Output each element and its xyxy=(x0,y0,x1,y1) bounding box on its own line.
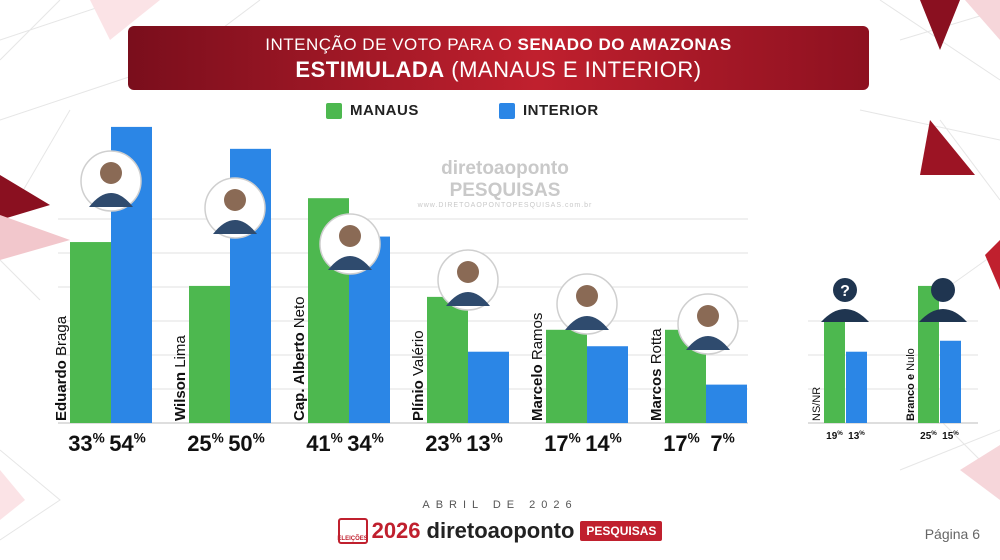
category-label-plinio-valerio: Plínio Valério xyxy=(410,330,427,421)
chart-title-line2: ESTIMULADA (MANAUS E INTERIOR) xyxy=(128,57,869,83)
value-label-manaus-eduardo-braga: 33% xyxy=(68,431,105,456)
candidate-photo-head-cap-alberto-neto xyxy=(339,225,361,247)
value-label-manaus-marcelo-ramos: 17% xyxy=(544,431,581,456)
value-label-manaus-wilson-lima: 25% xyxy=(187,431,224,456)
subtitle-rest: (MANAUS E INTERIOR) xyxy=(451,57,702,82)
subtitle-bold: ESTIMULADA xyxy=(295,57,445,82)
question-person-icon-head xyxy=(833,278,857,302)
badge-text: ELEIÇÕES xyxy=(337,536,368,542)
chart-title-banner: INTENÇÃO DE VOTO PARA O SENADO DO AMAZON… xyxy=(128,26,869,90)
bar-manaus-eduardo-braga xyxy=(70,242,111,423)
person-silhouette-icon xyxy=(919,309,967,322)
category-label-ns-nr: NS/NR xyxy=(811,387,823,421)
question-person-icon xyxy=(821,309,869,322)
bar-manaus-marcelo-ramos xyxy=(546,329,587,423)
footer-year: 2026 xyxy=(371,518,421,543)
candidate-photo-head-plinio-valerio xyxy=(457,261,479,283)
candidate-photo-head-marcelo-ramos xyxy=(576,285,598,307)
footer-logo: ELEIÇÕES 2026 diretoaoponto PESQUISAS xyxy=(337,516,663,546)
bar-interior-ns-nr xyxy=(846,351,867,423)
candidate-photo-icon-marcelo-ramos xyxy=(565,316,609,330)
person-silhouette-icon-head xyxy=(931,278,955,302)
legend-item-manaus: MANAUS xyxy=(326,102,419,119)
chart-title-line1: INTENÇÃO DE VOTO PARA O SENADO DO AMAZON… xyxy=(128,35,869,55)
category-label-eduardo-braga: Eduardo Braga xyxy=(53,315,70,421)
bar-manaus-ns-nr xyxy=(824,318,845,423)
candidate-photo-icon-cap-alberto-neto xyxy=(328,256,372,270)
watermark-url: www.DIRETOAOPONTOPESQUISAS.com.br xyxy=(417,202,593,209)
value-label-interior-plinio-valerio: 13% xyxy=(466,431,503,456)
value-label-interior-marcelo-ramos: 14% xyxy=(585,431,622,456)
title-prefix: INTENÇÃO DE VOTO PARA O xyxy=(265,35,513,54)
candidate-photo-icon-marcos-rotta xyxy=(686,336,730,350)
category-label-branco-e-nulo: Branco e Nulo xyxy=(905,348,917,421)
candidate-photo-icon-plinio-valerio xyxy=(446,292,490,306)
value-label-interior-ns-nr: 13% xyxy=(848,430,865,442)
watermark: diretoaoponto PESQUISAS www.DIRETOAOPONT… xyxy=(395,158,615,209)
chart-legend: MANAUS INTERIOR xyxy=(0,102,1000,122)
value-label-interior-cap-alberto-neto: 34% xyxy=(347,431,384,456)
candidate-photo-head-eduardo-braga xyxy=(100,162,122,184)
candidate-photo-icon-eduardo-braga xyxy=(89,193,133,207)
bar-manaus-wilson-lima xyxy=(189,285,230,423)
bar-manaus-plinio-valerio xyxy=(427,296,468,423)
value-label-manaus-plinio-valerio: 23% xyxy=(425,431,462,456)
value-label-interior-branco-e-nulo: 15% xyxy=(942,430,959,442)
value-label-manaus-ns-nr: 19% xyxy=(826,430,843,442)
value-label-manaus-cap-alberto-neto: 41% xyxy=(306,431,343,456)
footer-tag: PESQUISAS xyxy=(580,521,663,541)
category-label-cap-alberto-neto: Cap. Alberto Neto xyxy=(291,297,308,421)
value-label-manaus-marcos-rotta: 17% xyxy=(663,431,700,456)
page-number: Página 6 xyxy=(924,526,980,542)
legend-swatch-interior xyxy=(499,102,515,119)
bar-interior-marcos-rotta xyxy=(706,384,747,423)
value-label-interior-wilson-lima: 50% xyxy=(228,431,265,456)
question-mark-glyph: ? xyxy=(840,283,850,300)
legend-label-manaus: MANAUS xyxy=(350,102,419,119)
survey-date: ABRIL DE 2026 xyxy=(422,499,578,511)
ballot-box-icon: ELEIÇÕES xyxy=(337,518,368,544)
watermark-brand: diretoaoponto PESQUISAS xyxy=(441,158,569,201)
footer-brand: diretoaoponto xyxy=(426,518,575,543)
legend-label-interior: INTERIOR xyxy=(523,102,599,119)
value-label-interior-eduardo-braga: 54% xyxy=(109,431,146,456)
legend-item-interior: INTERIOR xyxy=(499,102,599,119)
category-label-marcos-rotta: Marcos Rotta xyxy=(648,328,665,421)
title-bold: SENADO DO AMAZONAS xyxy=(517,35,732,54)
candidate-photo-head-wilson-lima xyxy=(224,189,246,211)
category-label-marcelo-ramos: Marcelo Ramos xyxy=(529,313,546,421)
value-label-interior-marcos-rotta: 7% xyxy=(710,431,734,456)
candidate-photo-icon-wilson-lima xyxy=(213,220,257,234)
category-label-wilson-lima: Wilson Lima xyxy=(172,335,189,421)
bar-interior-branco-e-nulo xyxy=(940,340,961,423)
bar-interior-plinio-valerio xyxy=(468,351,509,423)
legend-swatch-manaus xyxy=(326,102,342,119)
candidate-photo-head-marcos-rotta xyxy=(697,305,719,327)
bar-manaus-branco-e-nulo xyxy=(918,285,939,423)
bar-interior-marcelo-ramos xyxy=(587,346,628,423)
value-label-manaus-branco-e-nulo: 25% xyxy=(920,430,937,442)
